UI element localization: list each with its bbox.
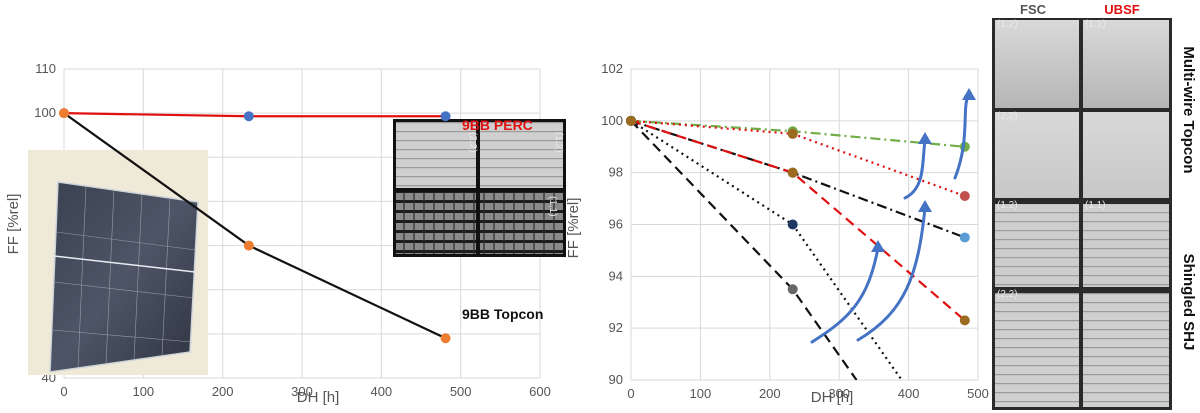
right-chart-tick-labels: 90 92 94 96 98 100 102 0 100 200 300 400 500 xyxy=(601,61,989,401)
left-x-tick-label: 300 xyxy=(291,384,313,399)
right-y-tick-label: 98 xyxy=(609,165,623,180)
left-data-point xyxy=(440,333,451,344)
left-data-point xyxy=(243,111,254,122)
right-series-line-3 xyxy=(631,119,966,322)
right-x-tick-label: 100 xyxy=(690,386,712,401)
el-cell-shj-fsc xyxy=(995,293,1079,407)
right-chart-series xyxy=(626,115,970,380)
left-data-point xyxy=(243,240,254,251)
right-y-tick-label: 92 xyxy=(609,320,623,335)
improvement-arrows xyxy=(810,88,976,344)
left-y-axis-label: FF [%rel] xyxy=(5,194,22,255)
right-data-point xyxy=(959,190,970,201)
right-y-tick-label: 102 xyxy=(601,61,623,76)
right-series-line-5 xyxy=(631,120,858,380)
left-el-inset-image: (2,2) (1,2) (1,1) xyxy=(393,119,566,257)
left-x-tick-label: 500 xyxy=(450,384,472,399)
right-data-point xyxy=(959,232,970,243)
right-x-tick-label: 500 xyxy=(967,386,989,401)
pv-module-photo xyxy=(28,150,208,375)
left-x-tick-label: 600 xyxy=(529,384,551,399)
right-y-tick-label: 100 xyxy=(601,113,623,128)
right-series-line-0 xyxy=(631,119,965,148)
inset-label-2-2: (2,2) xyxy=(467,132,478,153)
right-data-point xyxy=(787,284,798,295)
el-label-1-2-a: (1,2) xyxy=(997,19,1018,30)
left-x-tick-label: 400 xyxy=(370,384,392,399)
el-label-2-2-a: (2,2) xyxy=(997,111,1018,122)
right-y-axis-label: FF [%rel] xyxy=(565,198,582,259)
inset-label-1-1: (1,1) xyxy=(547,196,558,217)
right-x-tick-label: 200 xyxy=(759,386,781,401)
left-x-tick-label: 200 xyxy=(212,384,234,399)
right-x-axis-label: DH [h] xyxy=(811,389,854,406)
el-cell-topcon-fsc-1 xyxy=(995,20,1079,108)
label-9bb-topcon: 9BB Topcon xyxy=(462,306,543,322)
arrow-3-icon xyxy=(903,138,927,200)
left-y-tick-label: 100 xyxy=(34,105,56,120)
left-chart: 4050607080901001100100200300400500600 DH… xyxy=(5,61,566,406)
col-header-fsc: FSC xyxy=(1020,2,1047,17)
right-data-point xyxy=(626,115,636,126)
left-chart-series xyxy=(59,108,451,344)
right-series-line-4 xyxy=(631,119,903,380)
el-label-1-1-b: (1,1) xyxy=(1085,200,1106,211)
left-y-tick-label: 110 xyxy=(35,61,56,76)
right-data-point xyxy=(959,315,970,326)
right-data-point xyxy=(787,167,798,178)
left-x-axis-label: DH [h] xyxy=(297,389,340,406)
label-9bb-perc: 9BB PERC xyxy=(462,117,533,133)
left-data-point xyxy=(440,111,451,122)
arrow-2-icon xyxy=(856,206,927,342)
el-label-1-1-a: (1,1) xyxy=(1085,19,1106,30)
arrow-1-icon xyxy=(810,246,880,344)
left-x-tick-label: 0 xyxy=(60,384,67,399)
left-data-point xyxy=(59,108,69,119)
right-y-tick-label: 94 xyxy=(609,268,623,283)
right-x-tick-label: 300 xyxy=(828,386,850,401)
row-label-multiwire-topcon: Multi-wire Topcon xyxy=(1180,46,1197,173)
right-data-point xyxy=(787,219,798,230)
right-y-tick-label: 90 xyxy=(609,372,623,387)
el-cell-shj-ubsf xyxy=(1083,293,1169,407)
el-cell-topcon-ubsf-1 xyxy=(1083,20,1169,108)
right-y-tick-label: 96 xyxy=(609,217,623,232)
inset-label-1-2: (1,2) xyxy=(553,132,564,153)
right-x-tick-label: 400 xyxy=(898,386,920,401)
col-header-ubsf: UBSF xyxy=(1104,2,1139,17)
left-x-tick-label: 100 xyxy=(132,384,154,399)
el-label-1-2-b: (1,2) xyxy=(997,200,1018,211)
right-chart-grid xyxy=(630,68,979,381)
right-x-tick-label: 0 xyxy=(627,386,634,401)
arrow-4-icon xyxy=(953,94,970,180)
el-image-panel: (1,2) (1,1) (2,2) (1,2) (1,1) (2,2) FSC … xyxy=(992,2,1197,410)
right-series-line-2 xyxy=(631,119,966,239)
right-data-point xyxy=(787,128,798,139)
row-label-shingled-shj: Shingled SHJ xyxy=(1180,254,1197,351)
el-label-2-2-b: (2,2) xyxy=(997,289,1018,300)
